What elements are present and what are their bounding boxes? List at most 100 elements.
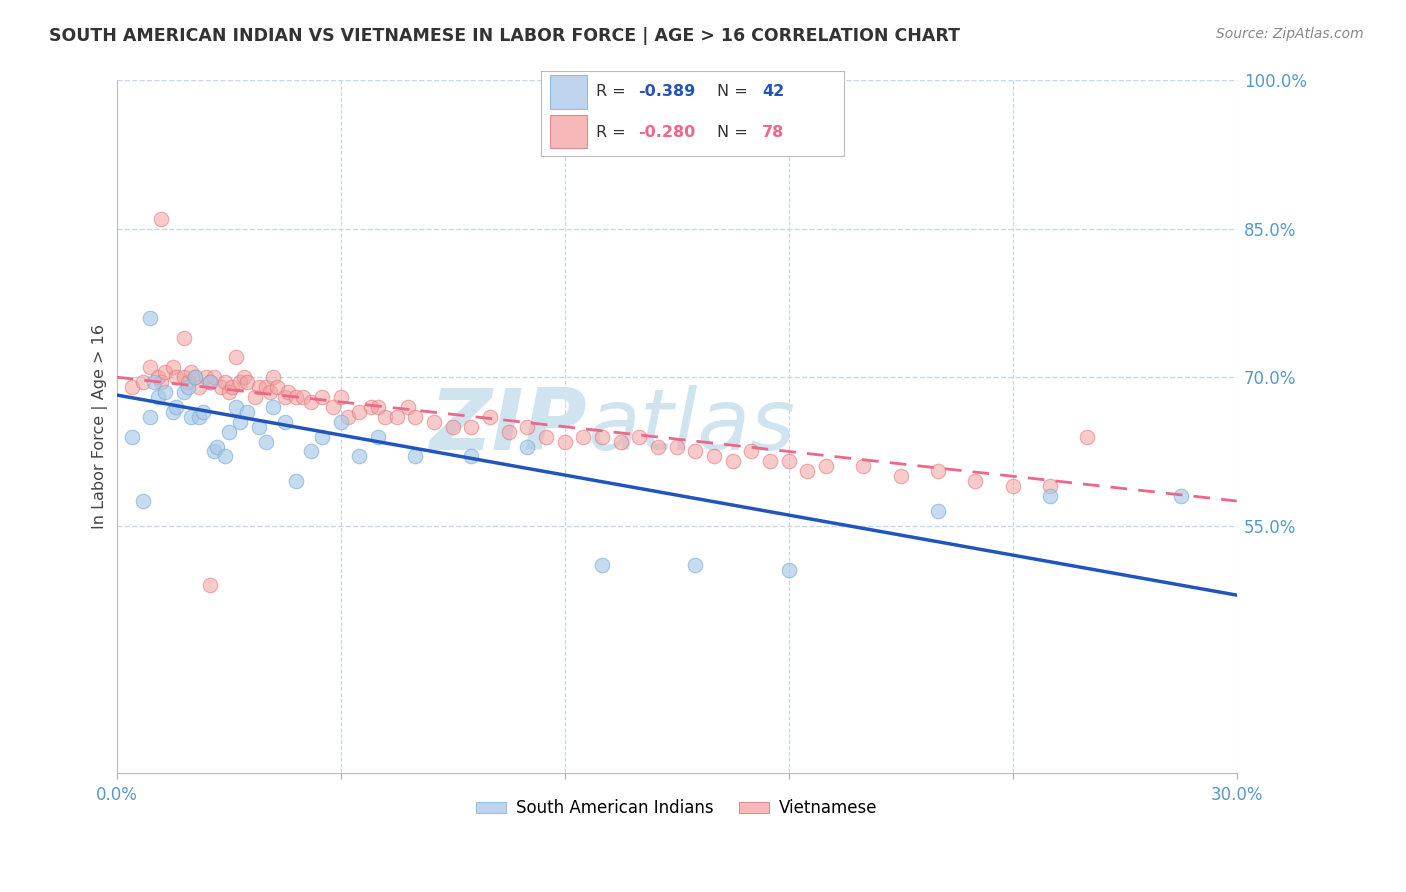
- Text: N =: N =: [717, 125, 752, 140]
- Point: [292, 390, 315, 404]
- Text: Source: ZipAtlas.com: Source: ZipAtlas.com: [1216, 27, 1364, 41]
- Point: [337, 409, 360, 424]
- Point: [273, 415, 295, 429]
- Point: [277, 384, 299, 399]
- Point: [965, 474, 987, 488]
- Point: [396, 400, 419, 414]
- Point: [139, 409, 162, 424]
- Point: [740, 444, 762, 458]
- Point: [132, 375, 155, 389]
- Point: [143, 375, 166, 389]
- Point: [814, 459, 837, 474]
- Point: [460, 450, 482, 464]
- Point: [218, 425, 240, 439]
- Point: [247, 419, 270, 434]
- Point: [214, 375, 236, 389]
- FancyBboxPatch shape: [550, 114, 586, 148]
- Point: [198, 375, 221, 389]
- Point: [441, 419, 464, 434]
- Point: [191, 405, 214, 419]
- Point: [516, 440, 538, 454]
- Point: [647, 440, 669, 454]
- Point: [162, 405, 184, 419]
- Text: -0.389: -0.389: [638, 84, 696, 99]
- Point: [628, 429, 651, 443]
- Legend: South American Indians, Vietnamese: South American Indians, Vietnamese: [470, 793, 884, 824]
- Point: [273, 390, 295, 404]
- Point: [852, 459, 875, 474]
- Text: 42: 42: [762, 84, 785, 99]
- Point: [329, 415, 352, 429]
- Point: [703, 450, 725, 464]
- Point: [176, 375, 198, 389]
- Point: [759, 454, 782, 468]
- Point: [207, 440, 229, 454]
- Point: [263, 400, 285, 414]
- Point: [311, 390, 333, 404]
- Point: [229, 415, 252, 429]
- Point: [202, 370, 225, 384]
- Point: [284, 390, 307, 404]
- Point: [150, 375, 173, 389]
- Point: [162, 360, 184, 375]
- Point: [187, 409, 209, 424]
- Text: R =: R =: [596, 125, 631, 140]
- Text: R =: R =: [596, 84, 631, 99]
- Point: [1076, 429, 1098, 443]
- Point: [665, 440, 688, 454]
- Point: [165, 370, 187, 384]
- Point: [173, 330, 195, 344]
- Point: [259, 384, 281, 399]
- Point: [778, 454, 800, 468]
- Text: -0.280: -0.280: [638, 125, 696, 140]
- Point: [121, 429, 143, 443]
- Point: [247, 380, 270, 394]
- Point: [218, 384, 240, 399]
- Point: [554, 434, 576, 449]
- Point: [460, 419, 482, 434]
- Point: [132, 494, 155, 508]
- Point: [404, 409, 426, 424]
- Point: [173, 370, 195, 384]
- Point: [184, 370, 207, 384]
- Point: [349, 450, 371, 464]
- Point: [214, 450, 236, 464]
- Point: [322, 400, 344, 414]
- Point: [927, 504, 949, 518]
- Point: [609, 434, 631, 449]
- Point: [153, 384, 176, 399]
- Text: ZIP: ZIP: [429, 385, 588, 468]
- Point: [534, 429, 557, 443]
- Point: [572, 429, 595, 443]
- Point: [367, 400, 389, 414]
- Point: [1170, 489, 1192, 503]
- Point: [184, 370, 207, 384]
- Point: [139, 310, 162, 325]
- Point: [685, 558, 707, 573]
- Point: [254, 434, 277, 449]
- FancyBboxPatch shape: [550, 75, 586, 109]
- Point: [146, 370, 169, 384]
- Point: [1001, 479, 1024, 493]
- Point: [1039, 479, 1062, 493]
- Point: [349, 405, 371, 419]
- Point: [232, 370, 254, 384]
- Point: [1039, 489, 1062, 503]
- Point: [374, 409, 396, 424]
- Point: [202, 444, 225, 458]
- Point: [498, 425, 520, 439]
- Point: [591, 429, 613, 443]
- Point: [198, 578, 221, 592]
- Point: [516, 419, 538, 434]
- Point: [229, 375, 252, 389]
- Point: [927, 464, 949, 478]
- Point: [778, 563, 800, 577]
- Point: [890, 469, 912, 483]
- Point: [796, 464, 818, 478]
- Text: atlas: atlas: [588, 385, 794, 468]
- Point: [299, 395, 322, 409]
- Point: [146, 390, 169, 404]
- Point: [165, 400, 187, 414]
- Point: [198, 375, 221, 389]
- Point: [404, 450, 426, 464]
